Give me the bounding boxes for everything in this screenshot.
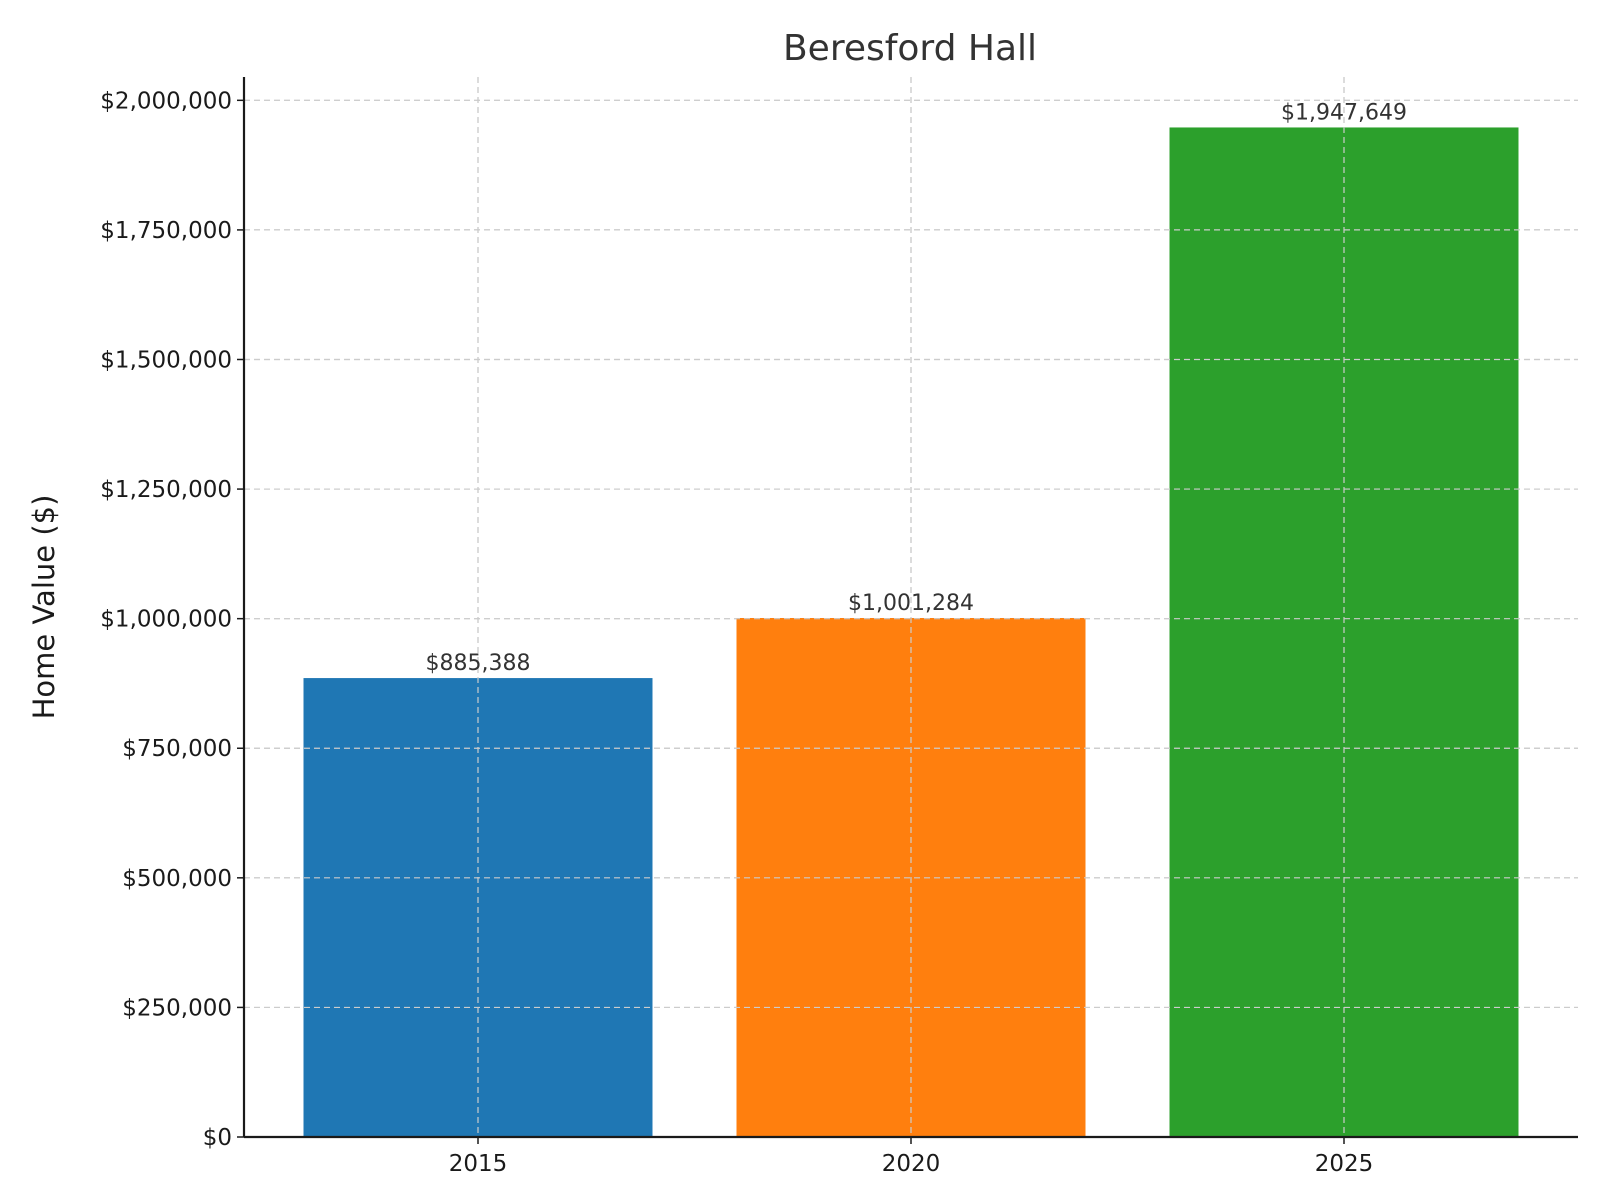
bars-layer [244,77,1578,1137]
y-tick-label: $750,000 [122,736,232,762]
y-tick-label: $250,000 [122,995,232,1021]
y-tick-label: $1,500,000 [100,347,232,373]
y-tick-label: $1,000,000 [100,607,232,633]
y-tick-label: $1,250,000 [100,477,232,503]
bar-value-label: $1,947,649 [1281,100,1407,125]
y-tick-label: $2,000,000 [100,88,232,114]
y-tick-label: $500,000 [122,866,232,892]
chart-title: Beresford Hall [783,28,1037,69]
bar-value-label: $1,001,284 [848,591,974,616]
labels-layer: $0 $250,000 $500,000 $750,000 $1,000,000 $1,2… [100,88,1407,1177]
x-tick-label: 2015 [449,1151,508,1177]
x-tick-label: 2025 [1315,1151,1374,1177]
y-axis-label: Home Value ($) [27,495,61,720]
x-tick-label: 2020 [882,1151,941,1177]
axes-layer [237,77,1578,1144]
y-tick-label: $0 [203,1125,232,1151]
y-tick-label: $1,750,000 [100,218,232,244]
bar-value-label: $885,388 [426,651,531,676]
